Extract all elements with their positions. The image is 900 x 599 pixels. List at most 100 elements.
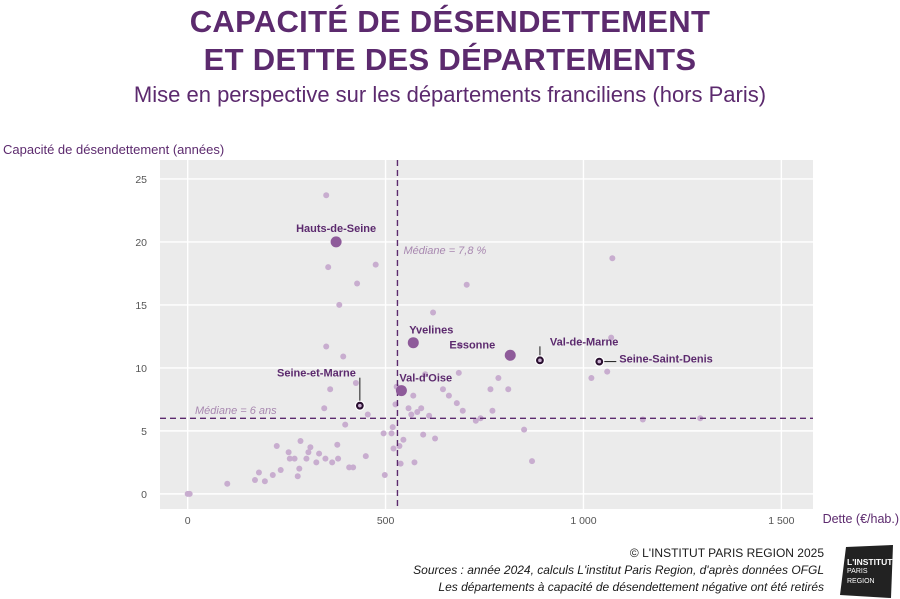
data-point (316, 450, 323, 457)
highlight-point (330, 236, 342, 248)
y-axis-label: Capacité de désendettement (années) (3, 142, 225, 157)
y-tick-label: 25 (135, 174, 147, 186)
data-point (327, 386, 334, 393)
data-point (354, 280, 361, 287)
institut-logo-text: L'INSTITUT PARIS REGION (847, 557, 892, 587)
data-point (495, 374, 502, 381)
data-point (372, 261, 379, 268)
data-point (588, 374, 595, 381)
data-point (381, 471, 388, 478)
data-point (505, 386, 512, 393)
data-point (521, 426, 528, 433)
logo-line-3: REGION (847, 578, 875, 585)
data-point (459, 407, 466, 414)
y-tick-label: 0 (141, 489, 147, 501)
data-point (322, 455, 329, 462)
x-tick-label: 500 (377, 515, 395, 527)
highlight-point (395, 385, 407, 397)
chart-title-line-1: CAPACITÉ DE DÉSENDETTEMENT (189, 4, 711, 39)
x-tick-label: 1 000 (570, 515, 596, 527)
highlight-point (407, 337, 419, 349)
data-point (305, 449, 312, 456)
data-point (286, 455, 293, 462)
highlight-point-core (538, 358, 542, 363)
data-point (325, 264, 332, 271)
highlight-point-core (358, 403, 362, 408)
data-point (380, 430, 387, 437)
data-point (390, 445, 397, 452)
median-x-label: Médiane = 7,8 % (403, 245, 486, 257)
data-point (350, 464, 357, 471)
highlight-point-core (597, 359, 602, 364)
label-essonne: Essonne (449, 339, 495, 351)
data-point (251, 477, 258, 484)
data-point (277, 466, 284, 473)
label-seine-saint-denis: Seine-Saint-Denis (619, 354, 713, 366)
label-yvelines: Yvelines (409, 325, 453, 337)
data-point (323, 343, 330, 350)
data-point (430, 309, 437, 316)
highlight-point (504, 349, 516, 361)
y-tick-label: 10 (135, 363, 147, 375)
scatter-chart: 0 5 10 15 20 25 0 500 1 000 1 500 Dette (€/hab.) Mé… (135, 160, 899, 527)
plot-background (160, 160, 813, 509)
x-tick-label: 0 (185, 515, 191, 527)
data-point (487, 386, 494, 393)
copyright-text: © L'INSTITUT PARIS REGION 2025 (629, 546, 824, 560)
data-point (336, 301, 343, 308)
data-point (456, 342, 463, 349)
data-point (414, 408, 421, 415)
data-point (489, 407, 496, 414)
y-tick-label: 15 (135, 300, 147, 312)
data-point (307, 444, 314, 451)
data-point (186, 490, 193, 497)
data-point (609, 255, 616, 262)
data-point (439, 386, 446, 393)
note-text: Les départements à capacité de désendett… (438, 580, 824, 594)
data-point (410, 392, 417, 399)
data-point (335, 455, 342, 462)
chart-subtitle: Mise en perspective sur les départements… (133, 82, 767, 107)
sources-text: Sources : année 2024, calculs L'institut… (413, 563, 824, 577)
label-val-d-oise: Val-d'Oise (399, 373, 452, 385)
data-point (422, 371, 429, 378)
data-point (340, 353, 347, 360)
data-point (342, 421, 349, 428)
label-hauts-de-seine: Hauts-de-Seine (296, 223, 376, 235)
data-point (400, 436, 407, 443)
data-point (296, 465, 303, 472)
median-y-label: Médiane = 6 ans (195, 405, 277, 417)
data-point (285, 449, 292, 456)
data-point (297, 437, 304, 444)
data-point (604, 368, 611, 375)
data-point (408, 411, 415, 418)
data-point (389, 424, 396, 431)
data-point (529, 458, 536, 465)
data-point (255, 469, 262, 476)
data-point (453, 400, 460, 407)
x-tick-label: 1 500 (768, 515, 794, 527)
data-point (224, 480, 231, 487)
data-point (329, 459, 336, 466)
data-point (472, 417, 479, 424)
data-point (362, 453, 369, 460)
data-point (397, 460, 404, 467)
data-point (261, 478, 268, 485)
logo-line-2: PARIS (847, 568, 868, 575)
data-point (426, 412, 433, 419)
data-point (455, 369, 462, 376)
data-point (294, 473, 301, 480)
data-point (445, 392, 452, 399)
data-point (313, 459, 320, 466)
label-val-de-marne: Val-de-Marne (550, 336, 618, 348)
data-point (291, 455, 298, 462)
logo-line-1: L'INSTITUT (847, 557, 893, 567)
data-point (608, 334, 615, 341)
data-point (303, 455, 310, 462)
x-axis-label: Dette (€/hab.) (823, 512, 899, 526)
data-point (334, 441, 341, 448)
data-point (273, 443, 280, 450)
institut-logo (840, 545, 893, 598)
chart-title-line-2: ET DETTE DES DÉPARTEMENTS (203, 42, 697, 77)
y-tick-label: 5 (141, 426, 147, 438)
